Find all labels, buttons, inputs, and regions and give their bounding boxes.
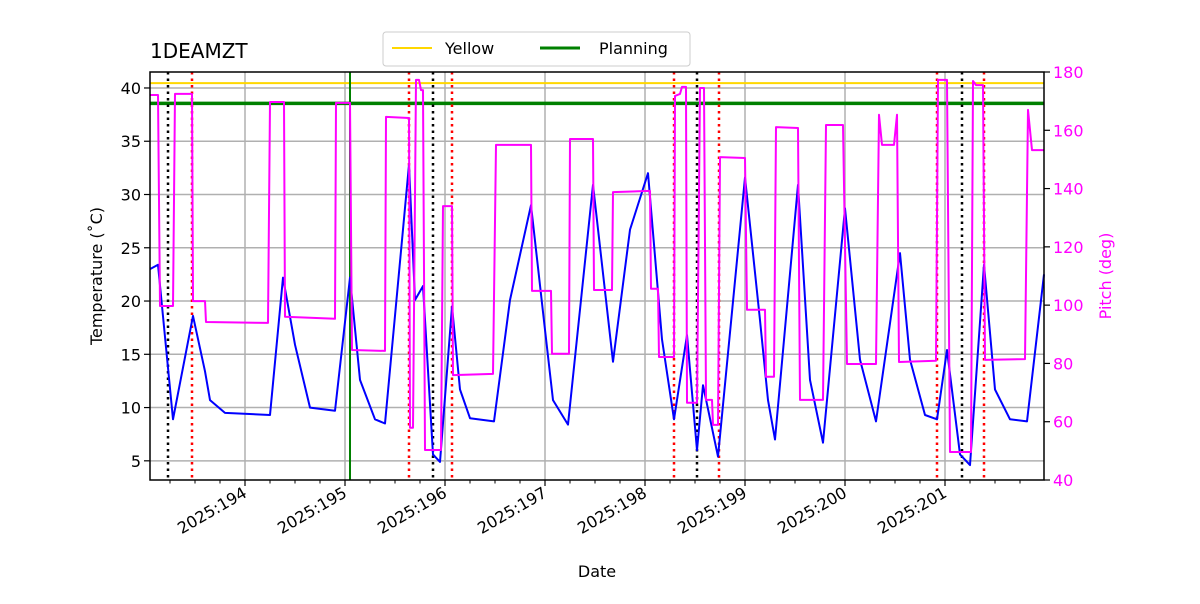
y-tick-label: 5 bbox=[131, 452, 141, 471]
y2-tick-label: 80 bbox=[1053, 354, 1073, 373]
legend-box bbox=[382, 31, 691, 67]
x-tick-label: 2025:194 bbox=[174, 483, 250, 538]
grid bbox=[150, 72, 1044, 480]
y2-tick-label: 40 bbox=[1053, 471, 1073, 490]
y2-tick-label: 140 bbox=[1053, 180, 1084, 199]
legend-yellow-label: Yellow bbox=[444, 39, 494, 58]
x-tick-label: 2025:201 bbox=[874, 483, 950, 538]
y2-tick-label: 120 bbox=[1053, 238, 1084, 257]
legend-planning-label: Planning bbox=[599, 39, 668, 58]
y2-tick-label: 60 bbox=[1053, 413, 1073, 432]
y2-axis-label: Pitch (deg) bbox=[1096, 233, 1115, 320]
x-tick-label: 2025:200 bbox=[774, 483, 850, 538]
plot-frame bbox=[149, 71, 1045, 481]
x-tick-label: 2025:197 bbox=[474, 483, 550, 538]
x-tick-label: 2025:196 bbox=[374, 483, 450, 538]
y-tick-label: 20 bbox=[121, 292, 141, 311]
x-tick-label: 2025:198 bbox=[574, 483, 650, 538]
temperature-line bbox=[149, 163, 1045, 467]
y2-tick-label: 100 bbox=[1053, 296, 1084, 315]
y2-tick-label: 160 bbox=[1053, 121, 1084, 140]
chart-title: 1DEAMZT bbox=[150, 39, 248, 63]
x-tick-label: 2025:195 bbox=[274, 483, 350, 538]
y-axis-label: Temperature (˚C) bbox=[87, 207, 106, 346]
y2-tick-label: 180 bbox=[1053, 63, 1084, 82]
y-tick-label: 30 bbox=[121, 186, 141, 205]
y-tick-label: 15 bbox=[121, 345, 141, 364]
y-tick-label: 35 bbox=[121, 132, 141, 151]
legend: Yellow Planning bbox=[382, 31, 691, 67]
y-tick-label: 40 bbox=[121, 79, 141, 98]
y-tick-label: 25 bbox=[121, 239, 141, 258]
marks bbox=[149, 72, 1045, 480]
x-axis-label: Date bbox=[578, 562, 616, 581]
pitch-line bbox=[150, 78, 1044, 453]
y-tick-label: 10 bbox=[121, 399, 141, 418]
x-tick-label: 2025:199 bbox=[674, 483, 750, 538]
